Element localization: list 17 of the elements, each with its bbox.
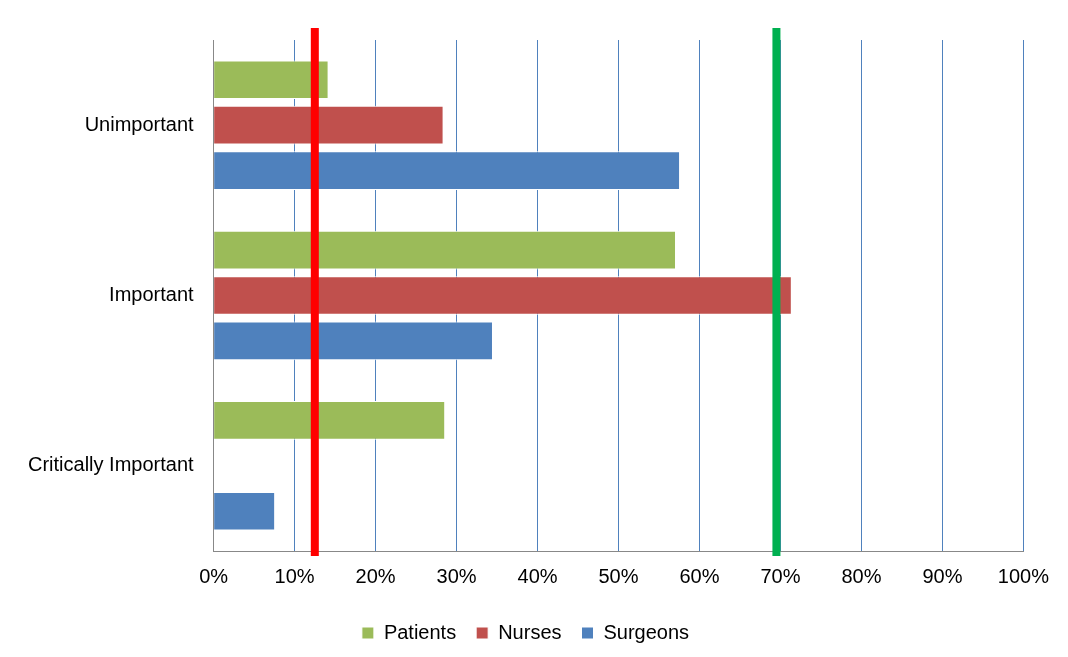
x-tick-label: 100% <box>997 564 1050 587</box>
x-tick-label: 40% <box>517 564 558 587</box>
x-tick-label: 70% <box>760 564 801 587</box>
x-tick-label: 10% <box>274 564 315 587</box>
x-tick-label: 0% <box>199 564 229 587</box>
legend-label: Nurses <box>498 620 562 643</box>
y-tick-label: Critically Important <box>27 453 195 476</box>
x-tick-label: 60% <box>679 564 720 587</box>
legend-label: Surgeons <box>603 620 690 643</box>
y-tick-label: Unimportant <box>84 112 195 135</box>
x-tick-label: 90% <box>922 564 963 587</box>
x-tick-label: 80% <box>841 564 882 587</box>
legend-label: Patients <box>383 620 457 643</box>
x-tick-label: 50% <box>598 564 639 587</box>
x-tick-label: 20% <box>355 564 396 587</box>
x-tick-label: 30% <box>436 564 477 587</box>
y-tick-label: Important <box>109 283 195 306</box>
